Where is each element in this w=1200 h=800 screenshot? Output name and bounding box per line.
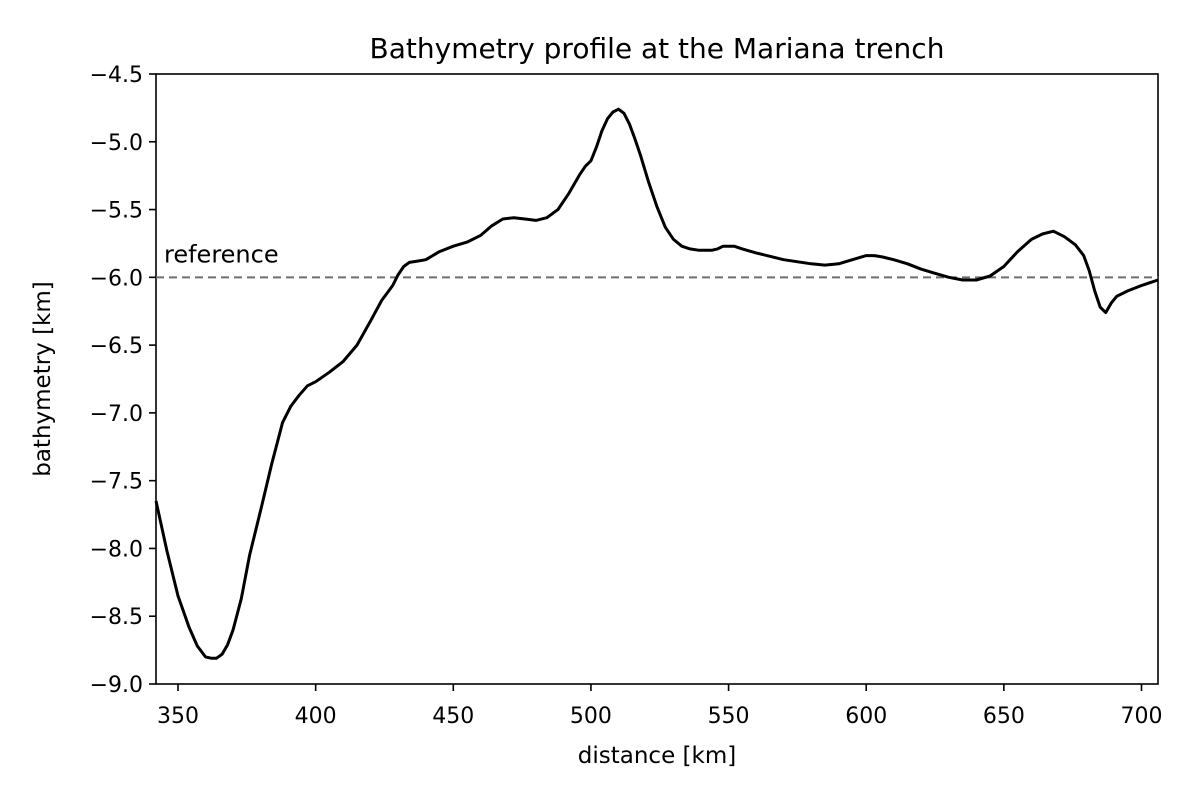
reference-label: reference — [164, 240, 279, 268]
x-tick-label: 450 — [432, 704, 474, 729]
x-axis: 350 400 450 500 550 600 650 700 — [157, 684, 1162, 729]
y-tick-label: −8.5 — [90, 605, 143, 630]
plot-area: reference — [154, 73, 1159, 685]
y-tick-label: −5.0 — [90, 131, 143, 156]
y-tick-label: −7.0 — [90, 402, 143, 427]
x-tick-label: 550 — [708, 704, 750, 729]
y-tick-label: −9.0 — [90, 673, 143, 698]
y-axis: −4.5 −5.0 −5.5 −6.0 −6.5 −7.0 −7.5 −8.0 −8.5 −9.0 — [90, 63, 156, 698]
x-axis-label: distance [km] — [578, 743, 736, 769]
bathymetry-line — [154, 107, 1159, 660]
x-tick-label: 650 — [983, 704, 1025, 729]
y-tick-label: −8.0 — [90, 537, 143, 562]
plot-frame — [155, 73, 1159, 685]
x-tick-label: 500 — [570, 704, 612, 729]
x-tick-label: 400 — [295, 704, 337, 729]
y-tick-label: −4.5 — [90, 63, 143, 88]
y-tick-label: −6.5 — [90, 334, 143, 359]
x-tick-label: 600 — [845, 704, 887, 729]
x-tick-label: 700 — [1120, 704, 1162, 729]
y-tick-label: −6.0 — [90, 266, 143, 291]
y-axis-label: bathymetry [km] — [30, 281, 56, 477]
y-tick-label: −7.5 — [90, 470, 143, 495]
x-tick-label: 350 — [157, 704, 199, 729]
y-tick-label: −5.5 — [90, 199, 143, 224]
chart-title: Bathymetry profile at the Mariana trench — [370, 32, 945, 65]
